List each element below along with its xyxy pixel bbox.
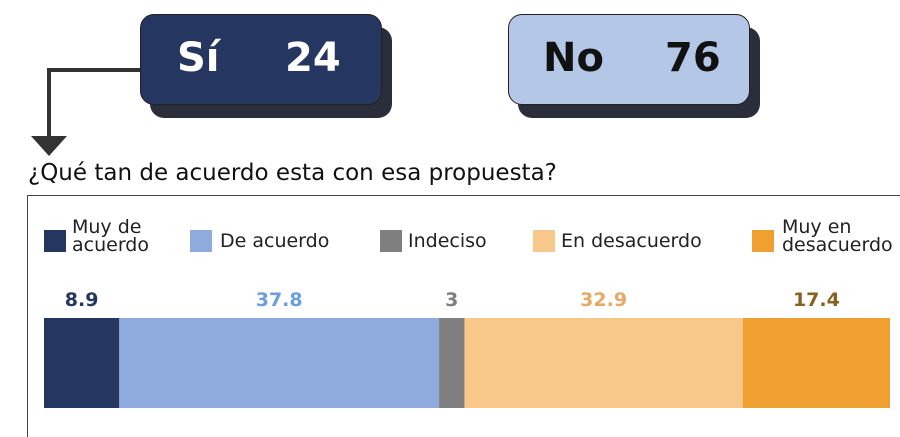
- legend-swatch: [380, 230, 402, 252]
- question: ¿Qué tan de acuerdo esta con esa propues…: [28, 160, 557, 186]
- legend-swatch: [190, 230, 212, 252]
- legend-swatch: [752, 230, 774, 252]
- legend-swatch: [533, 230, 555, 252]
- card-value: 24: [285, 35, 341, 81]
- bar-segment: [742, 318, 890, 408]
- arrow-head: [31, 136, 67, 156]
- legend-label: En desacuerdo: [561, 230, 702, 252]
- bar-segment: [464, 318, 743, 408]
- arrow: [31, 68, 140, 156]
- card-yes: Sí 24: [140, 14, 382, 105]
- legend-label: Indeciso: [408, 230, 487, 252]
- legend-swatch: [44, 230, 66, 252]
- bar-segment: [44, 318, 120, 408]
- value-label: 17.4: [793, 289, 840, 311]
- value-label: 3: [445, 289, 458, 311]
- value-label: 8.9: [65, 289, 99, 311]
- legend-label: Muy en desacuerdo: [782, 216, 893, 256]
- card-no: No 76: [508, 14, 750, 105]
- legend-label: Muy de acuerdo: [72, 216, 149, 256]
- legend-label: De acuerdo: [220, 230, 330, 252]
- value-label: 32.9: [580, 289, 627, 311]
- value-label: 37.8: [256, 289, 303, 311]
- card-label: Sí: [177, 35, 220, 81]
- bar-segment: [119, 318, 440, 408]
- card-label: No: [543, 35, 604, 81]
- arrow-line: [47, 68, 140, 138]
- card-value: 76: [665, 35, 721, 81]
- bar-segment: [439, 318, 465, 408]
- chart-frame: [27, 195, 900, 437]
